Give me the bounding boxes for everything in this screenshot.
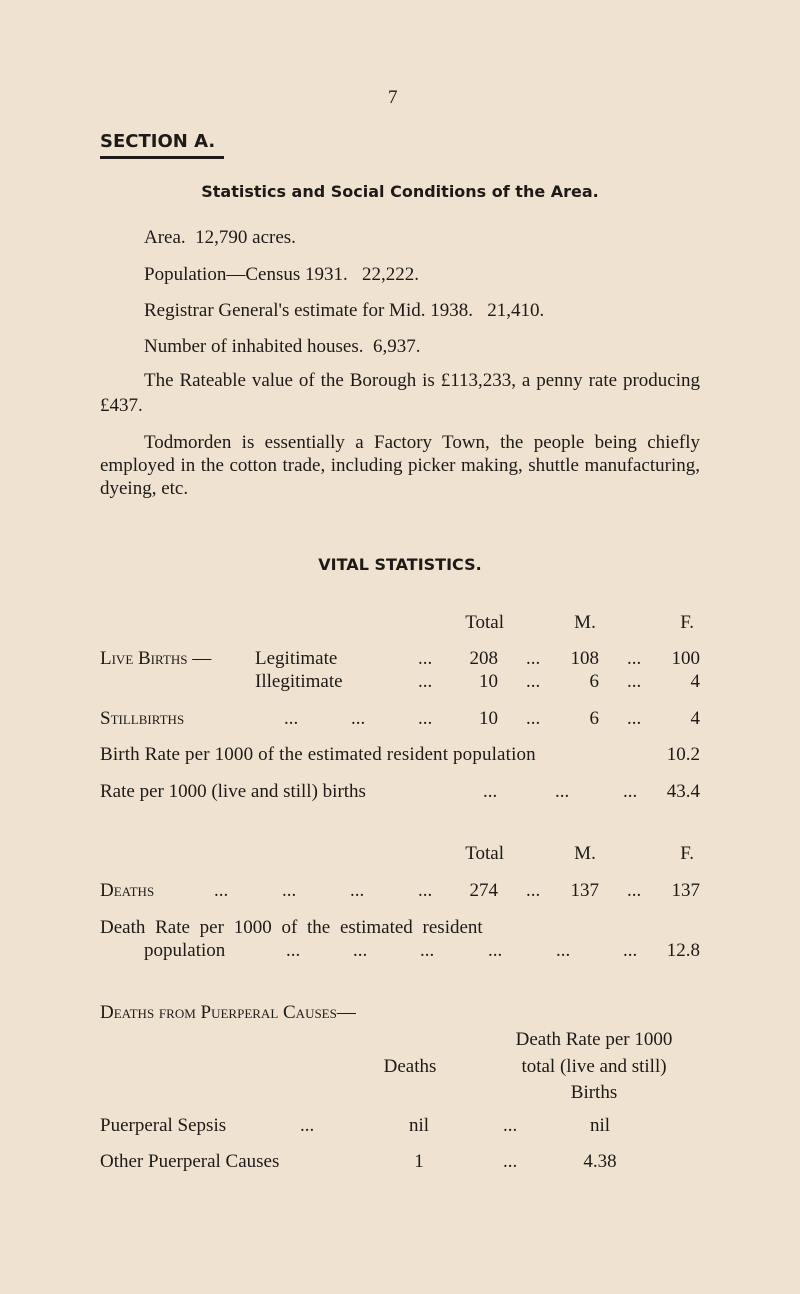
fact-area: Area. 12,790 acres. bbox=[144, 227, 296, 248]
illegitimate-label: Illegitimate bbox=[255, 671, 343, 692]
page-heading: Statistics and Social Conditions of the … bbox=[201, 182, 599, 201]
birth-rate-label: Birth Rate per 1000 of the estimated res… bbox=[100, 744, 536, 765]
header-total: Total bbox=[465, 612, 504, 633]
leader-dots: ... bbox=[418, 880, 433, 901]
rate-header-line2: total (live and still) bbox=[521, 1056, 667, 1077]
still-rate-value: 43.4 bbox=[666, 781, 700, 802]
leader-dots: ... bbox=[503, 1115, 518, 1136]
header-f: F. bbox=[680, 612, 694, 633]
puerperal-sepsis-deaths: nil bbox=[408, 1115, 430, 1136]
leader-dots: ... bbox=[623, 940, 638, 961]
birth-rate-value: 10.2 bbox=[666, 744, 700, 765]
leader-dots: ... bbox=[350, 880, 365, 901]
deaths-total: 274 bbox=[469, 880, 499, 901]
stillbirths-m: 6 bbox=[589, 708, 600, 729]
other-puerperal-label: Other Puerperal Causes bbox=[100, 1151, 280, 1172]
leader-dots: ... bbox=[286, 940, 301, 961]
death-rate-label-line2: population bbox=[144, 940, 226, 961]
fact-population: Population—Census 1931. 22,222. bbox=[144, 264, 419, 285]
leader-dots: ... bbox=[351, 708, 366, 729]
leader-dots: ... bbox=[627, 708, 642, 729]
live-births-label: Live Births — bbox=[100, 648, 212, 669]
leader-dots: ... bbox=[526, 671, 541, 692]
leader-dots: ... bbox=[526, 708, 541, 729]
stillbirths-label: Stillbirths bbox=[100, 708, 185, 729]
leader-dots: ... bbox=[627, 880, 642, 901]
leader-dots: ... bbox=[526, 880, 541, 901]
section-title-underline bbox=[100, 156, 224, 159]
death-rate-value: 12.8 bbox=[666, 940, 700, 961]
rate-header-line1: Death Rate per 1000 bbox=[515, 1029, 673, 1050]
other-puerperal-rate: 4.38 bbox=[583, 1151, 617, 1172]
death-rate-label-line1: Death Rate per 1000 of the estimated res… bbox=[100, 917, 483, 938]
leader-dots: ... bbox=[214, 880, 229, 901]
leader-dots: ... bbox=[418, 648, 433, 669]
vital-statistics-title: VITAL STATISTICS. bbox=[318, 555, 482, 574]
header-total: Total bbox=[465, 843, 504, 864]
leader-dots: ... bbox=[556, 940, 571, 961]
illegitimate-f: 4 bbox=[690, 671, 701, 692]
puerperal-sepsis-label: Puerperal Sepsis bbox=[100, 1115, 227, 1136]
header-m: M. bbox=[574, 843, 596, 864]
leader-dots: ... bbox=[623, 781, 638, 802]
industry-paragraph: Todmorden is essentially a Factory Town,… bbox=[100, 432, 700, 499]
header-m: M. bbox=[574, 612, 596, 633]
leader-dots: ... bbox=[503, 1151, 518, 1172]
stillbirths-total: 10 bbox=[479, 708, 498, 729]
legitimate-f: 100 bbox=[671, 648, 701, 669]
leader-dots: ... bbox=[627, 648, 642, 669]
section-title: SECTION A. bbox=[100, 131, 216, 152]
illegitimate-total: 10 bbox=[479, 671, 498, 692]
rateable-paragraph: The Rateable value of the Borough is £11… bbox=[100, 370, 700, 416]
other-puerperal-deaths: 1 bbox=[414, 1151, 424, 1172]
fact-houses: Number of inhabited houses. 6,937. bbox=[144, 336, 421, 357]
deaths-header: Deaths bbox=[383, 1056, 437, 1077]
header-f: F. bbox=[680, 843, 694, 864]
deaths-f: 137 bbox=[671, 880, 701, 901]
legitimate-m: 108 bbox=[570, 648, 600, 669]
fact-estimate: Registrar General's estimate for Mid. 19… bbox=[144, 300, 545, 321]
illegitimate-m: 6 bbox=[589, 671, 600, 692]
leader-dots: ... bbox=[418, 671, 433, 692]
puerperal-sepsis-rate: nil bbox=[589, 1115, 611, 1136]
leader-dots: ... bbox=[418, 708, 433, 729]
legitimate-label: Legitimate bbox=[255, 648, 338, 669]
rate-header-line3: Births bbox=[570, 1082, 618, 1103]
leader-dots: ... bbox=[488, 940, 503, 961]
deaths-m: 137 bbox=[570, 880, 600, 901]
leader-dots: ... bbox=[300, 1115, 315, 1136]
deaths-label: Deaths bbox=[100, 880, 155, 901]
leader-dots: ... bbox=[282, 880, 297, 901]
puerperal-title: Deaths from Puerperal Causes— bbox=[100, 1002, 356, 1023]
leader-dots: ... bbox=[483, 781, 498, 802]
page-number: 7 bbox=[388, 87, 398, 108]
leader-dots: ... bbox=[353, 940, 368, 961]
leader-dots: ... bbox=[526, 648, 541, 669]
leader-dots: ... bbox=[284, 708, 299, 729]
still-rate-label: Rate per 1000 (live and still) births bbox=[100, 781, 366, 802]
legitimate-total: 208 bbox=[469, 648, 499, 669]
leader-dots: ... bbox=[420, 940, 435, 961]
leader-dots: ... bbox=[627, 671, 642, 692]
stillbirths-f: 4 bbox=[690, 708, 701, 729]
leader-dots: ... bbox=[555, 781, 570, 802]
